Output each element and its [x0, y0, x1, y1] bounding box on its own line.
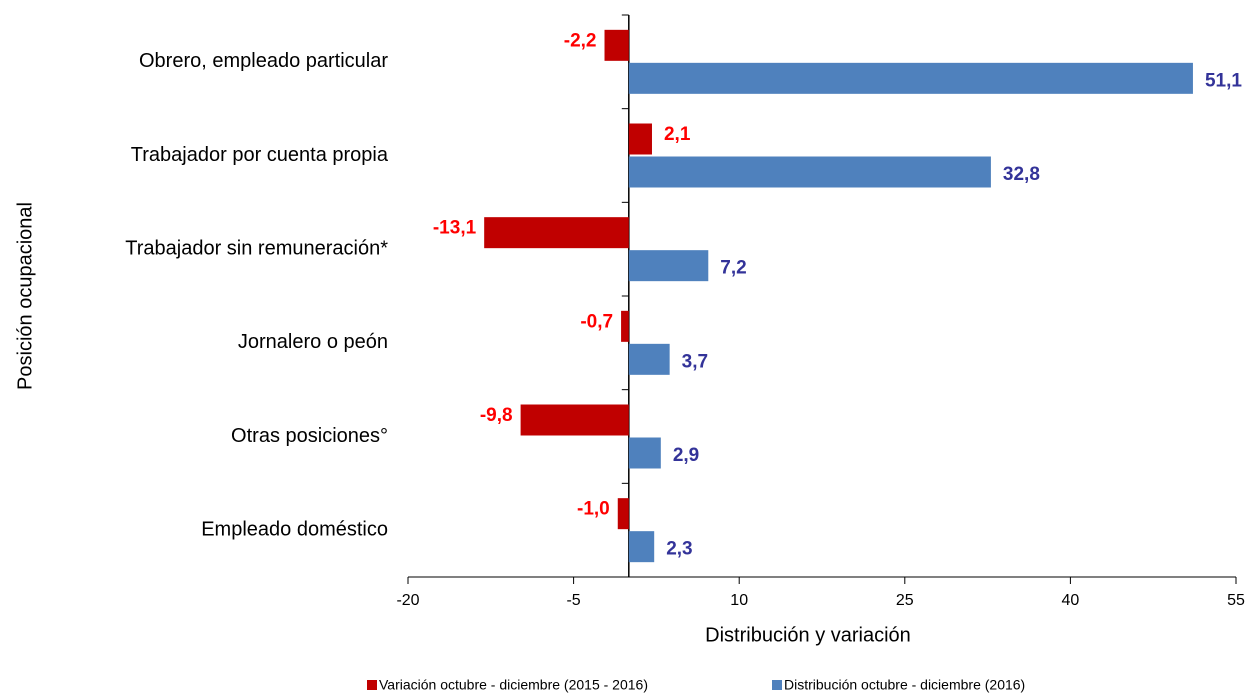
data-label: -1,0 — [577, 499, 610, 520]
bar — [628, 343, 670, 375]
data-label: 51,1 — [1205, 70, 1242, 91]
legend-label: Distribución octubre - diciembre (2016) — [784, 677, 1025, 693]
x-tick-label: -5 — [566, 592, 580, 609]
bar — [628, 531, 655, 563]
x-tick-label: -20 — [396, 592, 419, 609]
data-label: 2,9 — [673, 445, 699, 466]
data-label: 2,1 — [664, 124, 691, 145]
data-label: -2,2 — [564, 30, 597, 51]
x-axis-label: Distribución y variación — [705, 624, 911, 646]
y-tick-label: Obrero, empleado particular — [139, 50, 388, 72]
x-tick-label: 25 — [896, 592, 914, 609]
data-label: 32,8 — [1003, 164, 1040, 185]
bar — [520, 404, 629, 436]
x-tick-label: 55 — [1227, 592, 1245, 609]
legend-label: Variación octubre - diciembre (2015 - 20… — [379, 677, 648, 693]
legend-swatch — [772, 680, 782, 690]
x-tick-label: 10 — [730, 592, 748, 609]
bar — [628, 62, 1193, 94]
x-tick-label: 40 — [1062, 592, 1080, 609]
y-tick-label: Empleado doméstico — [201, 518, 388, 540]
data-label: -0,7 — [580, 311, 613, 332]
y-tick-label: Trabajador sin remuneración* — [125, 237, 388, 259]
y-tick-label: Otras posiciones° — [231, 425, 388, 447]
legend-swatch — [367, 680, 377, 690]
y-axis-label: Posición ocupacional — [14, 202, 36, 390]
bar — [628, 156, 991, 188]
data-label: -9,8 — [480, 405, 513, 426]
y-tick-label: Jornalero o peón — [238, 331, 388, 353]
bar — [628, 437, 661, 469]
data-label: 2,3 — [666, 539, 692, 560]
data-label: 3,7 — [682, 351, 708, 372]
bar — [628, 123, 652, 155]
data-label: -13,1 — [433, 218, 477, 239]
bar — [628, 250, 709, 282]
bar — [484, 217, 629, 249]
y-tick-label: Trabajador por cuenta propia — [131, 144, 389, 166]
data-label: 7,2 — [720, 258, 746, 279]
bar — [617, 498, 629, 530]
bar — [604, 29, 629, 61]
bar — [621, 310, 629, 342]
